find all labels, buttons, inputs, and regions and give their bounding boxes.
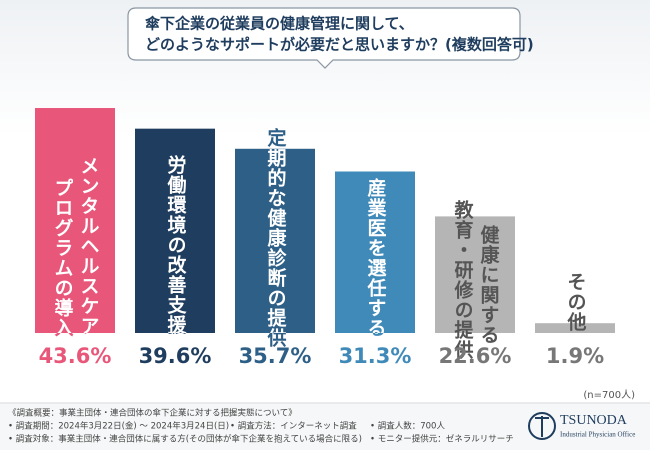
value-label: 22.6% [439, 344, 512, 368]
category-label-inside: メンタルヘルスケア [78, 156, 100, 336]
bar [335, 171, 415, 333]
footnote: • 調査期間：2024年3月22日(金) ～ 2024年3月24日(日) [8, 421, 229, 432]
footnote: • 調査方法：インターネット調査 [230, 421, 357, 432]
logo-name: TSUNODA [560, 413, 628, 428]
category-label-inside: 労働環境の改善支援 [165, 154, 188, 335]
bar [135, 128, 215, 333]
category-label-inside: 定期的な健康診断の提供 [265, 127, 288, 348]
bar [235, 148, 315, 333]
category-label: 労働環境の改善支援 [165, 154, 188, 335]
category-label: メンタルヘルスケア [78, 156, 100, 336]
category-label: 健康に関する [478, 224, 500, 345]
category-label: その他 [565, 272, 588, 332]
bar [35, 108, 115, 333]
value-label: 31.3% [339, 344, 412, 368]
sample-size: (n=700人) [583, 389, 635, 401]
title-box [127, 7, 521, 69]
footnote: • 調査対象：事業主団体・連合団体に属する方(その団体が傘下企業を抱えている場合… [8, 434, 362, 445]
category-label-inside: 産業医を選任する [365, 177, 388, 338]
title-line: 傘下企業の従業員の健康管理に関して、 [145, 15, 414, 33]
category-label: 定期的な健康診断の提供 [265, 127, 288, 348]
title-line: どのようなサポートが必要だと思いますか？(複数回答可) [145, 36, 534, 54]
category-label: 産業医を選任する [365, 177, 388, 338]
value-label: 43.6% [39, 344, 112, 368]
value-label: 39.6% [139, 344, 212, 368]
value-label: 35.7% [239, 344, 312, 368]
footnote: 《調査概要：事業主団体・連合団体の傘下企業に対する把握実態について》 [8, 408, 297, 419]
category-label: 教育・研修の提供 [452, 199, 475, 360]
bar [535, 323, 615, 333]
value-label: 1.9% [546, 344, 604, 368]
category-label: プログラムの導入 [52, 178, 74, 338]
logo-mark [528, 412, 556, 440]
category-label-inside: プログラムの導入 [52, 178, 74, 338]
logo: TSUNODA Industrial Physician Office [528, 412, 635, 440]
bar [435, 216, 515, 333]
logo-sub: Industrial Physician Office [560, 431, 635, 439]
footnote: • モニター提供元：ゼネラルリサーチ [370, 434, 514, 445]
footnote: • 調査人数：700人 [370, 421, 445, 432]
